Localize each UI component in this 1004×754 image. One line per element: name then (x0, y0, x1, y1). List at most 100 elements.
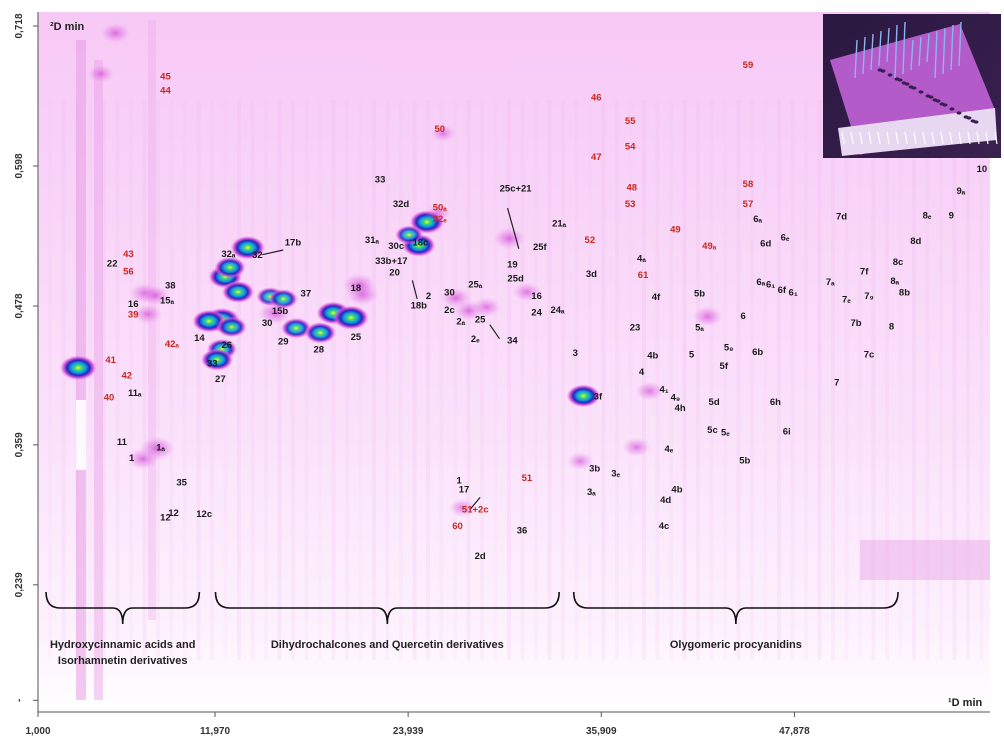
spot (99, 22, 132, 44)
peak-label: 4f (652, 292, 661, 303)
peak-label: 59 (743, 60, 754, 71)
streak (237, 100, 241, 660)
spot (492, 227, 526, 250)
peak-label: 19 (507, 260, 518, 271)
axes: 1,000 11,970 23,939 35,909 47,878 0,718 0,598 0… (14, 12, 990, 737)
peak-label: 12 (160, 513, 171, 524)
peak-label: 4b (671, 485, 682, 496)
streak (898, 100, 903, 660)
inset-peak (854, 39, 858, 79)
inset-mark (922, 131, 926, 145)
streak (561, 100, 565, 660)
streak (142, 100, 147, 660)
inset-peak (870, 33, 874, 71)
streak (426, 100, 430, 660)
peak-label: 53 (625, 199, 636, 210)
peak-label: 3ₑ (611, 468, 620, 479)
spot (86, 64, 115, 84)
peak-label: 28 (313, 345, 324, 356)
spot (59, 355, 98, 381)
inset-peak (886, 27, 890, 63)
spot (691, 305, 724, 328)
inset-peak (862, 36, 866, 75)
annotation-arrow (262, 249, 284, 256)
streak (777, 100, 781, 660)
spot (429, 124, 457, 143)
peak-label: 15ₐ (160, 296, 175, 307)
streak (547, 100, 552, 660)
peak-label: 32ₐ (221, 249, 236, 260)
inset-3d-plot (823, 14, 1001, 158)
peak-label: 6 (740, 311, 745, 322)
streak (669, 100, 673, 660)
peak-label: 38 (165, 281, 176, 292)
peak-label: 54 (625, 142, 636, 153)
streak (304, 100, 309, 660)
streak (966, 100, 970, 660)
peak-label: 49ₐ (702, 241, 717, 252)
spot (230, 235, 266, 260)
peak-label: 7c (864, 349, 875, 360)
streak (601, 100, 606, 660)
streak (358, 100, 363, 660)
peak-label: 43 (123, 249, 134, 260)
inset-peak (950, 24, 954, 71)
peak-label: 36 (517, 526, 528, 537)
peak-label: 6ₐ (756, 277, 765, 288)
peak-label: 3b (589, 464, 600, 475)
peak-label: 56 (123, 267, 134, 278)
annotation-arrow (506, 207, 520, 249)
inset-peak (934, 30, 938, 79)
peak-label: 2ₑ (471, 334, 480, 345)
streak (871, 100, 876, 660)
peak-label: 1 (129, 453, 135, 464)
streak (453, 100, 457, 660)
peak-label: 51+2c (462, 505, 489, 516)
spot (257, 301, 293, 325)
streak (399, 100, 403, 660)
streak (682, 100, 687, 660)
peak-label: 5c (707, 425, 718, 436)
peak-label: 33 (207, 359, 218, 370)
peak-label: 25c+21 (500, 184, 533, 195)
inset-spot (973, 120, 979, 124)
peak-label: 6i (783, 426, 791, 437)
peak-label: 18b (411, 300, 428, 311)
inset-floor (838, 108, 997, 156)
peak-label: 1 (456, 475, 462, 486)
peak-label: 8d (910, 236, 921, 247)
peak-label: 5 (689, 349, 695, 360)
streak (493, 100, 498, 660)
peak-label: 50ₐ (433, 202, 448, 213)
peak-label: 7ₑ (842, 295, 851, 306)
peak-label: 6h (770, 397, 781, 408)
peak-label: 14 (194, 333, 205, 344)
inset-mark (940, 131, 944, 145)
streak (250, 100, 255, 660)
peak-label: 5b (739, 456, 750, 467)
peak-label: 26 (221, 340, 232, 351)
streak (156, 100, 160, 660)
peak-label: 6ₐ (753, 214, 762, 225)
peak-label: 61 (638, 270, 649, 281)
spot (621, 437, 652, 458)
peak-label: 57 (743, 199, 754, 210)
streak (763, 100, 768, 660)
peak-label: 25d (507, 274, 524, 285)
peak-label: 35 (176, 478, 187, 489)
peak-label: 3f (594, 391, 603, 402)
peak-label: 4c (659, 521, 670, 532)
peak-label: 50 (434, 124, 445, 135)
spot (304, 321, 337, 344)
peak-label: 16 (128, 299, 139, 310)
streak (345, 100, 349, 660)
bottom-band (860, 540, 990, 580)
group-brace (572, 591, 899, 625)
peak-label: 8ₑ (923, 211, 932, 222)
y-tick-label: 0,598 (14, 153, 25, 178)
peak-label: 4₉ (671, 393, 681, 404)
streak (736, 100, 741, 660)
